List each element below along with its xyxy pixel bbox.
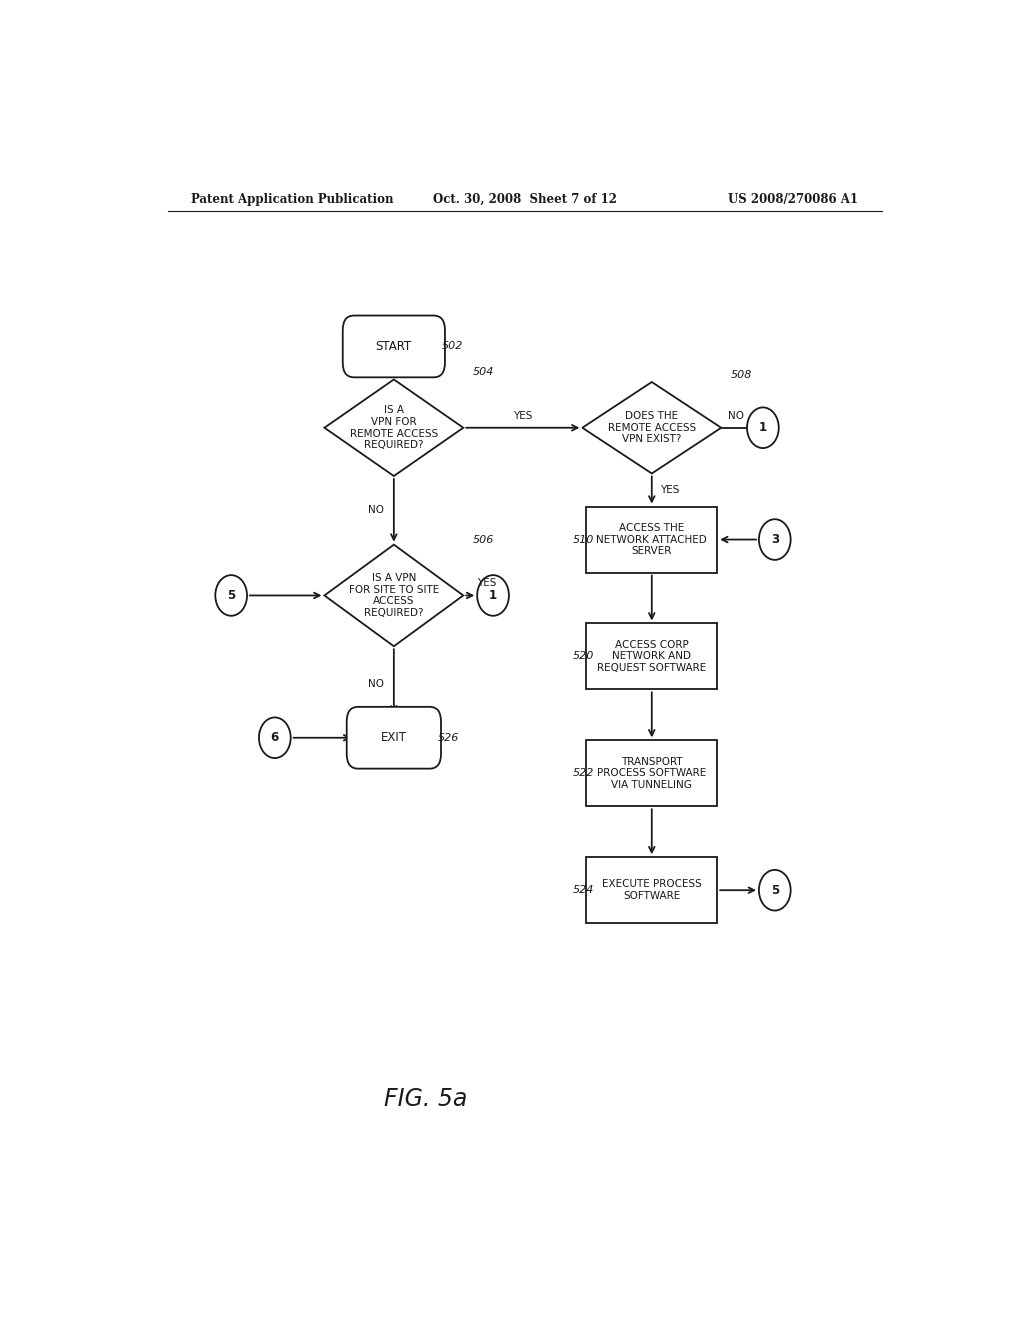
Text: NO: NO [727,411,743,421]
Text: 1: 1 [489,589,497,602]
Text: START: START [376,341,412,352]
Bar [587,507,717,573]
Text: EXIT: EXIT [381,731,407,744]
Text: DOES THE
REMOTE ACCESS
VPN EXIST?: DOES THE REMOTE ACCESS VPN EXIST? [607,411,696,445]
Polygon shape [325,545,463,647]
Text: 506: 506 [473,535,495,545]
Polygon shape [583,381,721,474]
Text: FIG. 5a: FIG. 5a [384,1086,467,1110]
Bar [587,623,717,689]
Text: NO: NO [369,506,384,515]
Circle shape [215,576,247,616]
Text: 524: 524 [572,886,594,895]
Text: 526: 526 [437,733,459,743]
Text: YES: YES [477,578,497,589]
Text: 508: 508 [731,370,753,380]
Text: YES: YES [513,411,532,421]
Text: YES: YES [659,484,679,495]
Text: NO: NO [369,678,384,689]
Circle shape [759,870,791,911]
Text: IS A VPN
FOR SITE TO SITE
ACCESS
REQUIRED?: IS A VPN FOR SITE TO SITE ACCESS REQUIRE… [349,573,439,618]
Text: 504: 504 [473,367,495,376]
Text: 522: 522 [572,768,594,779]
Circle shape [759,519,791,560]
Text: US 2008/270086 A1: US 2008/270086 A1 [728,193,858,206]
FancyBboxPatch shape [347,706,441,768]
Text: 510: 510 [572,535,594,545]
Text: 3: 3 [771,533,779,546]
Text: EXECUTE PROCESS
SOFTWARE: EXECUTE PROCESS SOFTWARE [602,879,701,902]
FancyBboxPatch shape [343,315,445,378]
Circle shape [259,718,291,758]
Polygon shape [325,379,463,477]
Bar [587,857,717,923]
Text: ACCESS THE
NETWORK ATTACHED
SERVER: ACCESS THE NETWORK ATTACHED SERVER [596,523,708,556]
Circle shape [477,576,509,616]
Text: 5: 5 [771,883,779,896]
Text: Patent Application Publication: Patent Application Publication [191,193,394,206]
Text: ACCESS CORP
NETWORK AND
REQUEST SOFTWARE: ACCESS CORP NETWORK AND REQUEST SOFTWARE [597,640,707,673]
Circle shape [748,408,779,447]
Bar [587,741,717,807]
Text: 502: 502 [441,342,463,351]
Text: 6: 6 [270,731,279,744]
Text: 1: 1 [759,421,767,434]
Text: TRANSPORT
PROCESS SOFTWARE
VIA TUNNELING: TRANSPORT PROCESS SOFTWARE VIA TUNNELING [597,756,707,789]
Text: 5: 5 [227,589,236,602]
Text: Oct. 30, 2008  Sheet 7 of 12: Oct. 30, 2008 Sheet 7 of 12 [433,193,616,206]
Text: IS A
VPN FOR
REMOTE ACCESS
REQUIRED?: IS A VPN FOR REMOTE ACCESS REQUIRED? [350,405,438,450]
Text: 520: 520 [572,652,594,661]
